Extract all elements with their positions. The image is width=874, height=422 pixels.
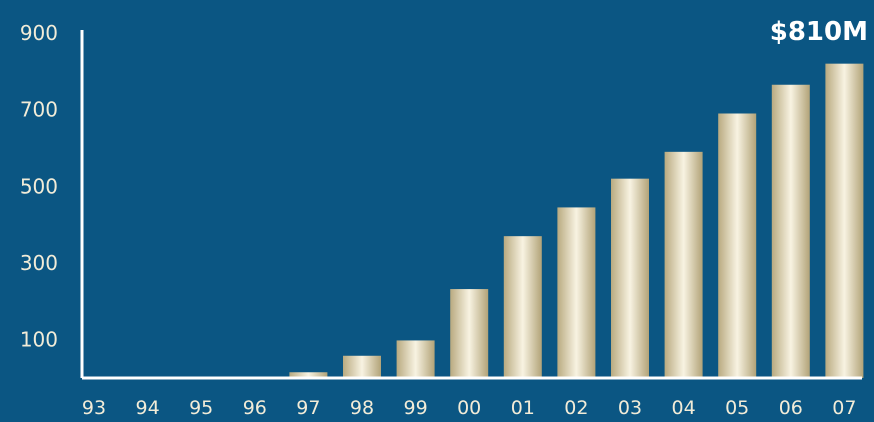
x-tick-label-05: 05	[725, 397, 749, 419]
x-tick-label-95: 95	[189, 397, 213, 419]
x-tick-label-06: 06	[779, 397, 803, 419]
y-tick-label-700: 700	[20, 98, 58, 122]
bar-97	[289, 372, 328, 378]
bar-02	[557, 207, 596, 378]
x-tick-label-07: 07	[832, 397, 856, 419]
x-tick-label-98: 98	[350, 397, 374, 419]
x-tick-label-93: 93	[82, 397, 106, 419]
bar-01	[503, 236, 542, 378]
bar-98	[343, 355, 381, 378]
x-tick-label-94: 94	[136, 397, 160, 419]
bar-05	[718, 113, 757, 378]
bar-99	[396, 340, 435, 378]
y-tick-label-300: 300	[20, 251, 58, 275]
y-tick-label-500: 500	[20, 174, 58, 198]
y-tick-labels: 100 300 500 700 900	[20, 21, 58, 352]
x-tick-label-03: 03	[618, 397, 642, 419]
x-tick-label-97: 97	[296, 397, 320, 419]
peak-value-annotation: $810M	[770, 17, 868, 47]
x-tick-label-96: 96	[243, 397, 267, 419]
bar-00	[450, 289, 489, 378]
bar-07	[825, 63, 864, 379]
x-tick-label-01: 01	[511, 397, 535, 419]
y-tick-label-900: 900	[20, 21, 58, 45]
x-tick-labels: 93 94 95 96 97 98 99 00 01 02 03 04 05 06 07	[82, 397, 857, 419]
bar-06	[771, 84, 810, 378]
x-tick-label-04: 04	[672, 397, 696, 419]
x-tick-label-00: 00	[457, 397, 481, 419]
bar-03	[611, 178, 649, 378]
bar-04	[664, 151, 703, 378]
x-tick-label-02: 02	[564, 397, 588, 419]
x-tick-label-99: 99	[404, 397, 428, 419]
bars-group	[289, 63, 864, 379]
y-tick-label-100: 100	[20, 328, 58, 352]
